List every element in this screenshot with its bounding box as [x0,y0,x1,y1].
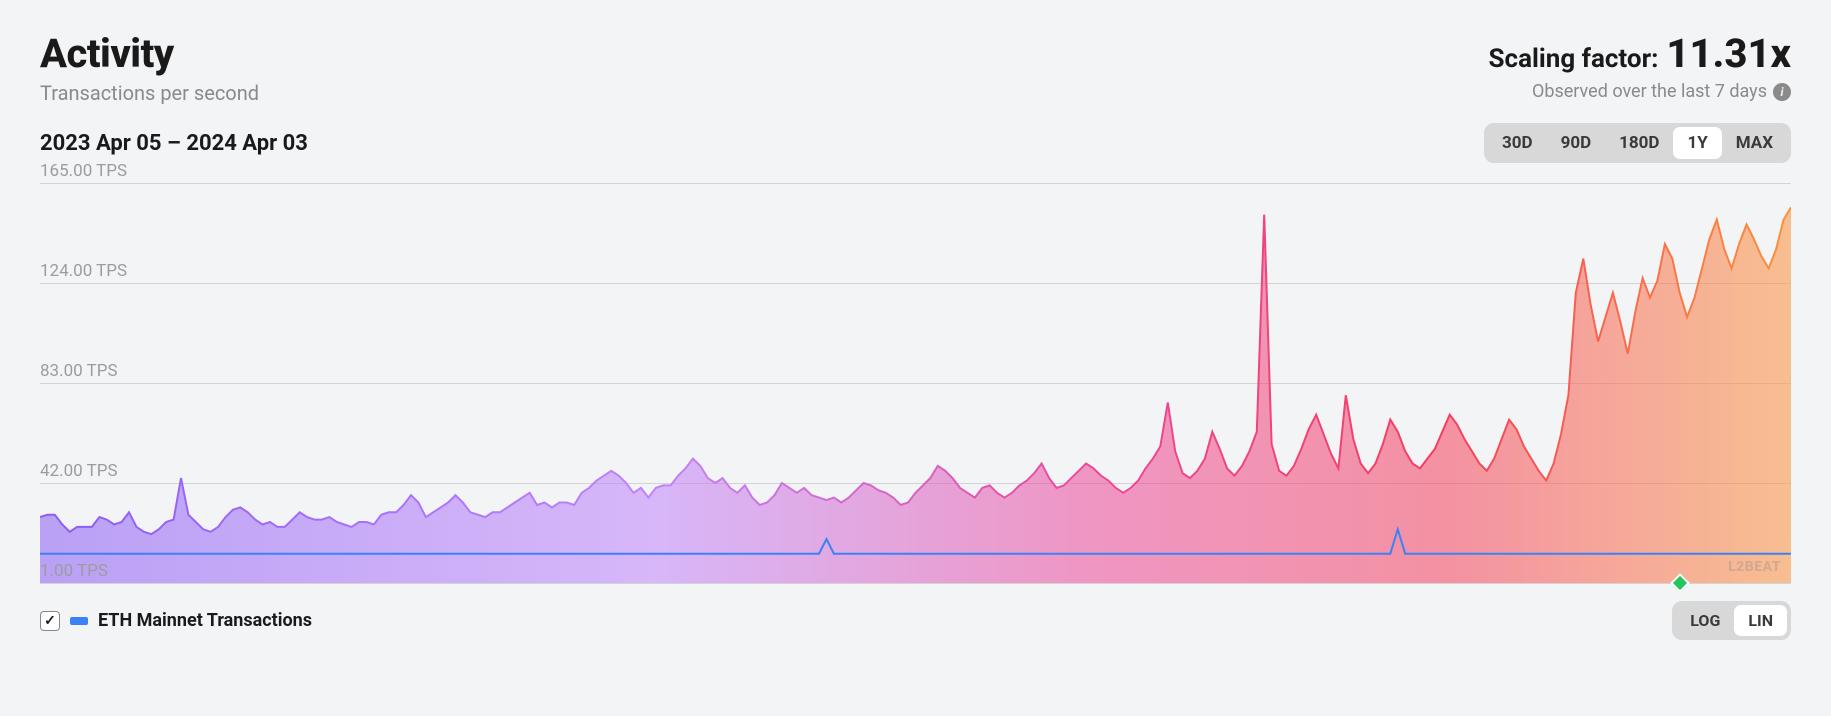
sub-row: 2023 Apr 05 – 2024 Apr 03 30D90D180D1YMA… [40,123,1791,163]
y-tick-label: 165.00 TPS [40,161,127,181]
header-right: Scaling factor: 11.31x Observed over the… [1489,30,1791,102]
range-btn-1y[interactable]: 1Y [1673,127,1721,159]
scale-selector: LOGLIN [1672,601,1791,640]
chart-area[interactable]: 1.00 TPS42.00 TPS83.00 TPS124.00 TPS165.… [40,183,1791,583]
tps-area [40,207,1791,583]
range-btn-180d[interactable]: 180D [1605,127,1673,159]
legend-eth-mainnet[interactable]: ✓ ETH Mainnet Transactions [40,610,312,631]
legend-checkbox[interactable]: ✓ [40,611,60,631]
range-btn-max[interactable]: MAX [1722,127,1787,159]
range-btn-90d[interactable]: 90D [1547,127,1606,159]
legend-label: ETH Mainnet Transactions [98,610,312,631]
date-range: 2023 Apr 05 – 2024 Apr 03 [40,131,308,156]
scale-btn-lin[interactable]: LIN [1734,605,1787,636]
scale-btn-log[interactable]: LOG [1676,605,1734,636]
observed-period: Observed over the last 7 days i [1489,81,1791,102]
scaling-factor-value: 11.31x [1666,30,1791,77]
scaling-factor-label: Scaling factor: [1489,44,1659,74]
chart-svg [40,183,1791,583]
legend-swatch [70,617,88,625]
time-range-selector: 30D90D180D1YMAX [1484,123,1791,163]
scaling-factor: Scaling factor: 11.31x [1489,30,1791,77]
info-icon[interactable]: i [1773,83,1791,101]
page-subtitle: Transactions per second [40,81,259,105]
grid-line [40,583,1791,584]
header-left: Activity Transactions per second [40,30,259,105]
range-btn-30d[interactable]: 30D [1488,127,1547,159]
watermark: L2BEAT [1728,559,1781,575]
footer-row: ✓ ETH Mainnet Transactions LOGLIN [40,601,1791,640]
header-row: Activity Transactions per second Scaling… [40,30,1791,105]
watermark-text: L2BEAT [1728,559,1781,575]
page-title: Activity [40,30,259,77]
observed-text: Observed over the last 7 days [1532,81,1767,102]
